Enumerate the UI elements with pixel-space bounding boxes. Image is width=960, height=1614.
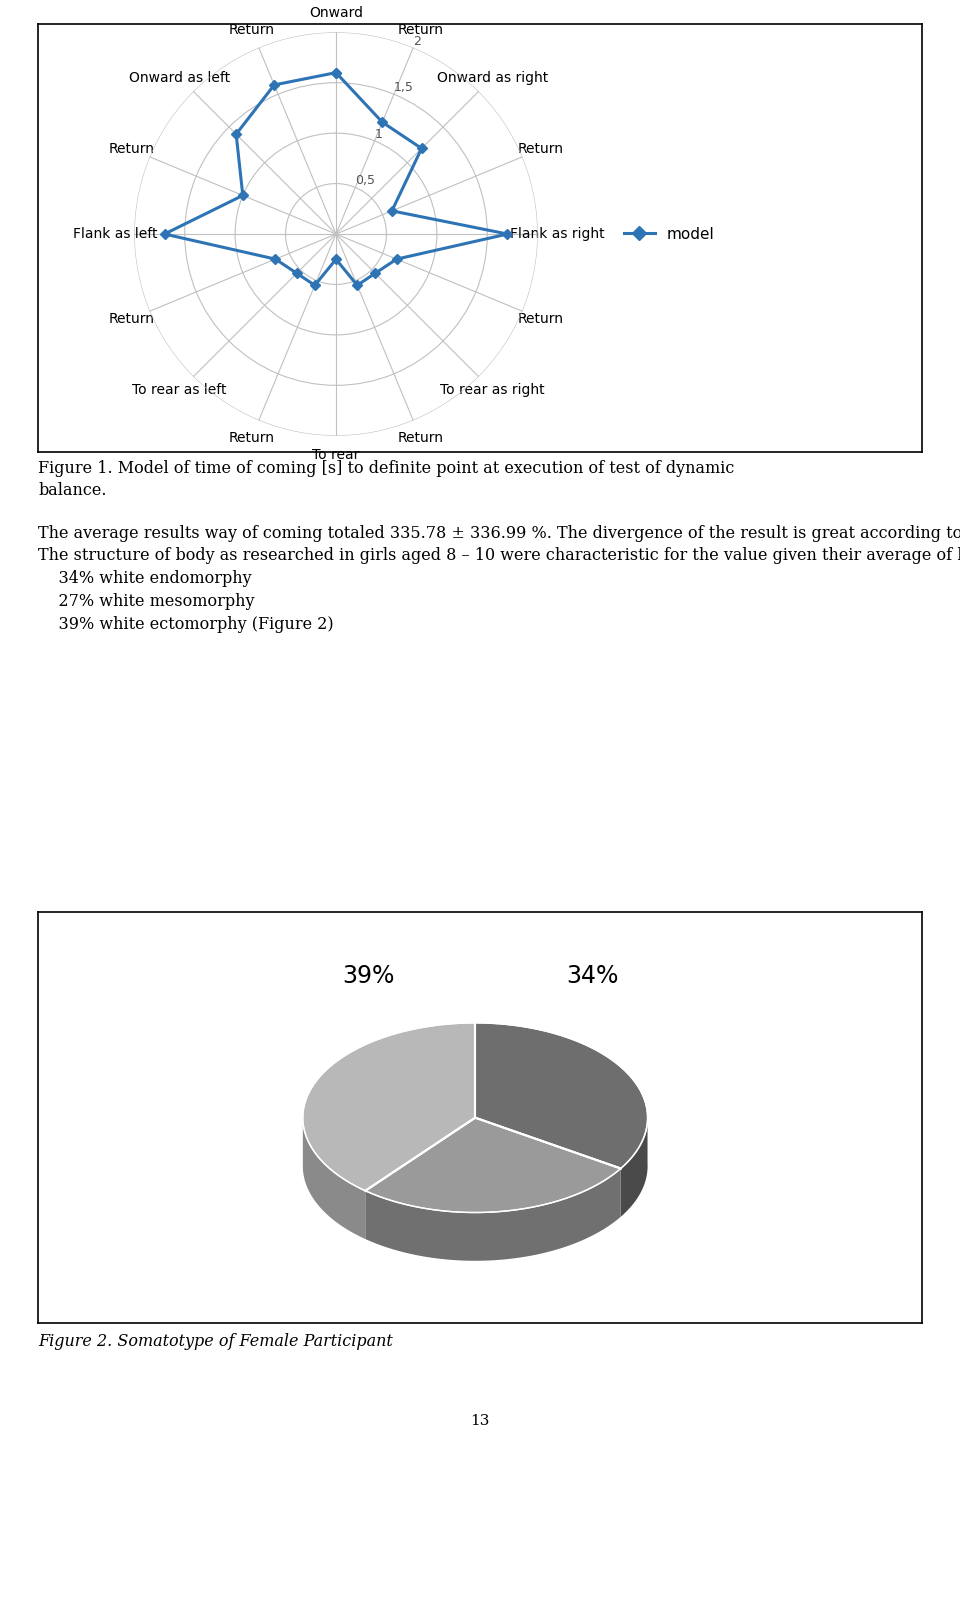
Text: 34%: 34% — [566, 964, 618, 988]
Polygon shape — [366, 1169, 621, 1261]
Text: The average results way of coming totaled 335.78 ± 336.99 %. The divergence of t: The average results way of coming totale… — [38, 525, 960, 633]
Text: Figure 1. Model of time of coming [s] to definite point at execution of test of : Figure 1. Model of time of coming [s] to… — [38, 460, 734, 499]
Polygon shape — [621, 1115, 648, 1217]
Text: Figure 2. Somatotype of Female Participant: Figure 2. Somatotype of Female Participa… — [38, 1333, 394, 1351]
Polygon shape — [302, 1023, 475, 1191]
Polygon shape — [302, 1115, 366, 1240]
Legend: model: model — [618, 221, 721, 247]
Polygon shape — [475, 1023, 648, 1169]
Text: 13: 13 — [470, 1414, 490, 1428]
Text: 39%: 39% — [342, 964, 395, 988]
Polygon shape — [366, 1117, 621, 1212]
